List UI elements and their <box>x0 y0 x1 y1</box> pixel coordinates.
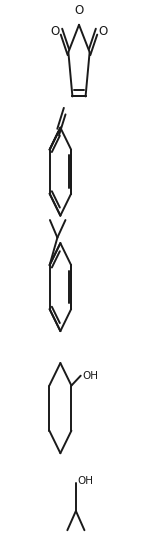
Text: O: O <box>98 25 108 38</box>
Text: O: O <box>50 25 60 38</box>
Text: OH: OH <box>77 476 93 485</box>
Text: O: O <box>74 3 84 17</box>
Text: OH: OH <box>82 371 98 381</box>
